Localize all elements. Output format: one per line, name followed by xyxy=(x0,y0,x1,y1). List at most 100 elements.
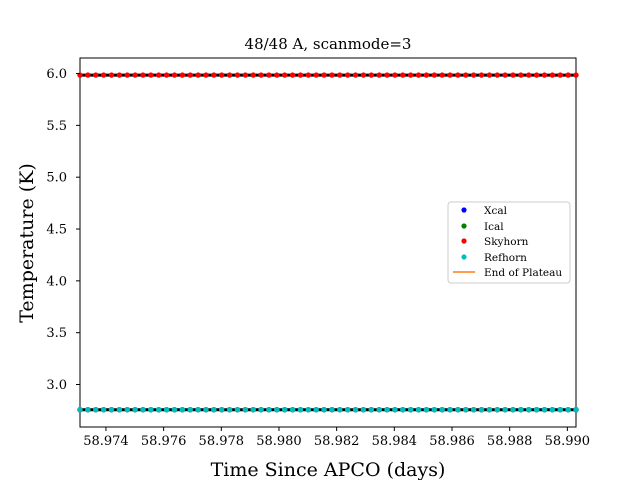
x-axis-label: Time Since APCO (days) xyxy=(211,459,446,480)
point-skyhorn xyxy=(344,72,351,78)
point-skyhorn xyxy=(282,72,288,78)
point-refhorn xyxy=(266,406,272,413)
point-refhorn xyxy=(549,406,556,413)
x-tick-label: 58.978 xyxy=(199,434,245,449)
point-skyhorn xyxy=(407,72,414,78)
point-skyhorn xyxy=(140,72,146,78)
point-refhorn xyxy=(85,406,91,413)
point-skyhorn xyxy=(415,72,422,78)
point-skyhorn xyxy=(195,72,201,78)
point-skyhorn xyxy=(463,72,469,78)
legend-label-end-of-plateau: End of Plateau xyxy=(484,267,562,279)
y-tick-label: 3.0 xyxy=(46,378,67,393)
point-refhorn xyxy=(486,406,493,413)
point-refhorn xyxy=(384,406,390,413)
point-skyhorn xyxy=(156,72,162,78)
point-refhorn xyxy=(163,406,170,413)
point-skyhorn xyxy=(455,72,461,78)
point-skyhorn xyxy=(266,72,272,78)
point-skyhorn xyxy=(234,72,241,78)
point-skyhorn xyxy=(502,72,508,78)
point-skyhorn xyxy=(494,72,500,78)
x-tick-label: 58.986 xyxy=(429,434,475,449)
point-refhorn xyxy=(400,406,406,413)
x-tick-label: 58.976 xyxy=(141,434,187,449)
point-skyhorn xyxy=(510,72,516,78)
point-skyhorn xyxy=(360,72,367,78)
point-refhorn xyxy=(100,406,107,413)
point-skyhorn xyxy=(518,72,524,78)
point-skyhorn xyxy=(242,72,249,78)
point-refhorn xyxy=(203,406,209,413)
legend-label-ical: Ical xyxy=(484,221,504,233)
point-skyhorn xyxy=(132,72,138,78)
point-refhorn xyxy=(289,406,296,413)
point-refhorn xyxy=(258,406,264,413)
point-refhorn xyxy=(360,406,367,413)
legend-label-refhorn: Refhorn xyxy=(484,252,527,264)
point-skyhorn xyxy=(549,72,556,78)
point-refhorn xyxy=(195,406,201,413)
point-refhorn xyxy=(171,406,178,413)
point-refhorn xyxy=(510,406,516,413)
x-tick-label: 58.974 xyxy=(83,434,129,449)
point-refhorn xyxy=(368,406,374,413)
data-marks xyxy=(77,72,579,413)
point-refhorn xyxy=(329,406,335,413)
point-refhorn xyxy=(226,406,233,413)
point-skyhorn xyxy=(470,72,477,78)
point-refhorn xyxy=(132,406,138,413)
point-refhorn xyxy=(108,406,115,413)
x-tick-label: 58.984 xyxy=(372,434,418,449)
point-refhorn xyxy=(478,406,485,413)
point-skyhorn xyxy=(274,72,280,78)
point-refhorn xyxy=(526,406,532,413)
point-refhorn xyxy=(573,406,579,413)
point-refhorn xyxy=(140,406,146,413)
y-axis-ticks: 3.0 3.5 4.0 4.5 5.0 5.5 6.0 xyxy=(46,67,80,393)
point-refhorn xyxy=(337,406,343,413)
point-skyhorn xyxy=(250,72,256,78)
point-refhorn xyxy=(407,406,414,413)
point-skyhorn xyxy=(384,72,390,78)
y-tick-label: 5.0 xyxy=(46,171,67,186)
point-refhorn xyxy=(415,406,422,413)
point-skyhorn xyxy=(376,72,382,78)
point-refhorn xyxy=(502,406,508,413)
point-skyhorn xyxy=(368,72,374,78)
point-refhorn xyxy=(250,406,256,413)
point-skyhorn xyxy=(100,72,107,78)
point-skyhorn xyxy=(423,72,430,78)
point-refhorn xyxy=(297,406,304,413)
y-tick-label: 3.5 xyxy=(46,326,67,341)
y-tick-label: 6.0 xyxy=(46,67,67,82)
point-skyhorn xyxy=(392,72,398,78)
point-skyhorn xyxy=(337,72,343,78)
point-skyhorn xyxy=(447,72,453,78)
point-skyhorn xyxy=(305,72,312,78)
point-refhorn xyxy=(455,406,461,413)
legend-marker-xcal xyxy=(461,207,467,213)
point-refhorn xyxy=(439,406,445,413)
point-skyhorn xyxy=(329,72,335,78)
point-skyhorn xyxy=(486,72,493,78)
point-refhorn xyxy=(124,406,130,413)
point-refhorn xyxy=(431,406,437,413)
point-refhorn xyxy=(179,406,186,413)
point-skyhorn xyxy=(163,72,170,78)
point-skyhorn xyxy=(439,72,445,78)
legend-marker-skyhorn xyxy=(461,238,467,244)
point-skyhorn xyxy=(573,72,579,78)
point-skyhorn xyxy=(565,72,571,78)
point-skyhorn xyxy=(258,72,264,78)
point-skyhorn xyxy=(526,72,532,78)
point-skyhorn xyxy=(533,72,540,78)
y-tick-label: 4.0 xyxy=(46,274,67,289)
point-refhorn xyxy=(93,406,99,413)
point-skyhorn xyxy=(203,72,209,78)
point-skyhorn xyxy=(321,72,327,78)
legend-box xyxy=(447,201,571,284)
point-skyhorn xyxy=(116,72,123,78)
y-axis-label: Temperature (K) xyxy=(16,163,38,323)
point-skyhorn xyxy=(124,72,130,78)
